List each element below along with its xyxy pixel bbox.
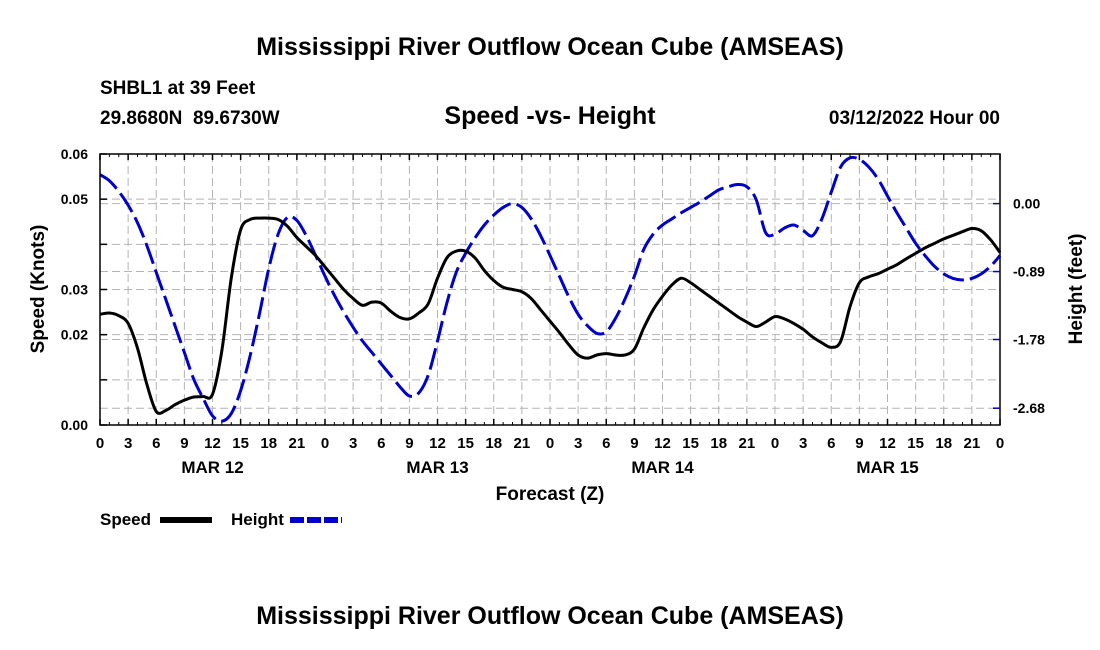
x-tick-label: 9: [180, 435, 188, 452]
run-label: 03/12/2022 Hour 00: [829, 108, 1000, 129]
x-tick-label: 15: [232, 435, 249, 452]
grid: [100, 154, 1000, 425]
x-tick-label: 0: [996, 435, 1004, 452]
x-tick-label: 18: [485, 435, 502, 452]
x-tick-label: 6: [152, 435, 160, 452]
x-tick-label: 6: [827, 435, 835, 452]
x-tick-label: 9: [855, 435, 863, 452]
day-label: MAR 13: [406, 458, 468, 477]
day-label: MAR 15: [856, 458, 918, 477]
legend: Speed Height: [100, 510, 342, 529]
station-label: SHBL1 at 39 Feet: [100, 78, 256, 99]
x-tick-label: 18: [935, 435, 952, 452]
y-tick-label-left: 0.05: [61, 191, 88, 207]
y-tick-label-right: -1.78: [1013, 332, 1045, 348]
x-tick-label: 18: [710, 435, 727, 452]
x-tick-label: 0: [96, 435, 104, 452]
x-tick-label: 3: [574, 435, 582, 452]
x-tick-label: 15: [682, 435, 699, 452]
chart-title: Mississippi River Outflow Ocean Cube (AM…: [256, 33, 844, 61]
location-label: 29.8680N 89.6730W: [100, 108, 280, 129]
x-tick-label: 21: [289, 435, 306, 452]
x-tick-label: 6: [377, 435, 385, 452]
footer-title: Mississippi River Outflow Ocean Cube (AM…: [256, 602, 844, 630]
y-axis-left-label: Speed (Knots): [28, 225, 49, 354]
x-tick-label: 9: [405, 435, 413, 452]
y-tick-label-left: 0.03: [61, 282, 88, 298]
day-label: MAR 12: [181, 458, 243, 477]
series-height-line: [99, 155, 1002, 423]
series-speed-line: [99, 216, 1002, 415]
x-tick-label: 12: [429, 435, 446, 452]
chart-subtitle: Speed -vs- Height: [444, 102, 656, 130]
y-tick-label-right: -0.89: [1013, 264, 1045, 280]
y-tick-label-left: 0.06: [61, 146, 88, 162]
x-axis-label: Forecast (Z): [496, 484, 605, 505]
axes: 0 3 6 9 12 15 18 21 0 3 6 9 12 15 18 21 0 3 6 9 12 15 18 21 0 3 6 9…: [61, 146, 1045, 477]
x-tick-label: 3: [799, 435, 807, 452]
series-layer: [99, 155, 1002, 423]
day-label: MAR 14: [631, 458, 694, 477]
x-tick-label: 0: [771, 435, 779, 452]
x-tick-label: 0: [321, 435, 329, 452]
y-tick-label-left: 0.00: [61, 417, 88, 433]
x-tick-label: 0: [546, 435, 554, 452]
y-tick-label-right: -2.68: [1013, 400, 1045, 416]
x-tick-label: 3: [124, 435, 132, 452]
legend-speed-label: Speed: [100, 510, 151, 529]
x-tick-label: 18: [260, 435, 277, 452]
y-tick-label-right: 0.00: [1013, 196, 1040, 212]
x-tick-label: 9: [630, 435, 638, 452]
x-tick-label: 15: [907, 435, 924, 452]
x-tick-label: 21: [514, 435, 531, 452]
x-tick-label: 3: [349, 435, 357, 452]
x-tick-label: 12: [654, 435, 671, 452]
x-tick-label: 21: [739, 435, 756, 452]
legend-height-label: Height: [231, 510, 284, 529]
x-tick-label: 6: [602, 435, 610, 452]
x-tick-label: 12: [879, 435, 896, 452]
x-tick-label: 15: [457, 435, 474, 452]
y-tick-label-left: 0.02: [61, 327, 88, 343]
x-tick-label: 12: [204, 435, 221, 452]
y-axis-right-label: Height (feet): [1066, 234, 1087, 345]
x-tick-label: 21: [964, 435, 981, 452]
